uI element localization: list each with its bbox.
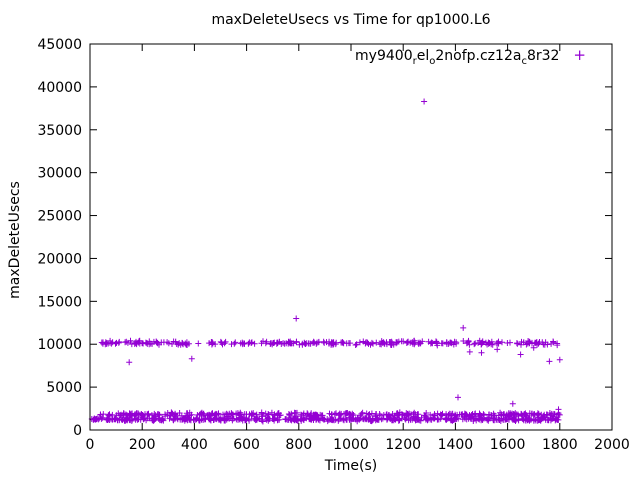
svg-text:45000: 45000 xyxy=(37,37,82,53)
svg-text:2000: 2000 xyxy=(594,437,630,453)
svg-text:35000: 35000 xyxy=(37,123,82,139)
chart-title: maxDeleteUsecs vs Time for qp1000.L6 xyxy=(211,12,491,28)
svg-text:200: 200 xyxy=(129,437,156,453)
y-axis-label-wrap: maxDeleteUsecs xyxy=(0,0,30,480)
svg-text:15000: 15000 xyxy=(37,294,82,310)
svg-text:10000: 10000 xyxy=(37,337,82,353)
legend-marker-icon: + xyxy=(573,46,586,64)
svg-text:20000: 20000 xyxy=(37,251,82,267)
svg-text:40000: 40000 xyxy=(37,80,82,96)
svg-text:0: 0 xyxy=(73,423,82,439)
svg-text:800: 800 xyxy=(285,437,312,453)
svg-text:30000: 30000 xyxy=(37,166,82,182)
svg-text:25000: 25000 xyxy=(37,209,82,225)
svg-text:400: 400 xyxy=(181,437,208,453)
svg-text:1200: 1200 xyxy=(385,437,421,453)
legend: my9400relo2nofp.cz12ac8r32 + xyxy=(90,46,586,67)
x-axis-label: Time(s) xyxy=(324,458,378,474)
svg-text:1800: 1800 xyxy=(542,437,578,453)
legend-label: my9400relo2nofp.cz12ac8r32 xyxy=(355,48,560,67)
svg-text:1000: 1000 xyxy=(333,437,369,453)
svg-text:600: 600 xyxy=(233,437,260,453)
y-axis-label: maxDeleteUsecs xyxy=(7,181,23,299)
svg-text:5000: 5000 xyxy=(46,380,82,396)
svg-text:1400: 1400 xyxy=(438,437,474,453)
svg-text:0: 0 xyxy=(86,437,95,453)
svg-text:1600: 1600 xyxy=(490,437,526,453)
